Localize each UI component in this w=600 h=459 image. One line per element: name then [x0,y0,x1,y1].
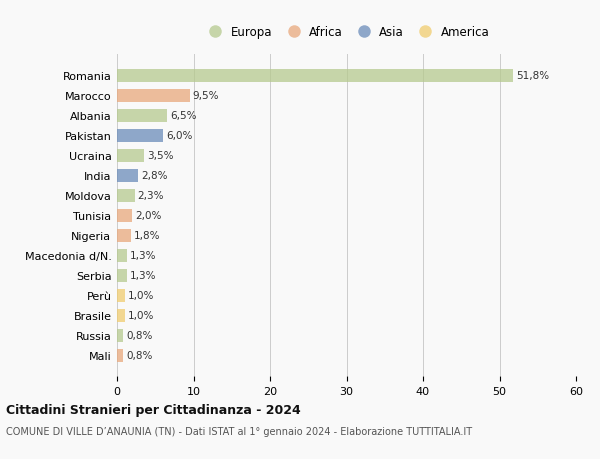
Bar [117,150,144,162]
Bar [117,349,123,362]
Bar [117,169,139,182]
Bar [117,329,123,342]
Text: 1,3%: 1,3% [130,251,157,261]
Text: 1,8%: 1,8% [134,231,160,241]
Text: 2,3%: 2,3% [137,191,164,201]
Text: 1,3%: 1,3% [130,270,157,280]
Text: 0,8%: 0,8% [126,350,152,360]
Bar [117,249,127,262]
Bar [117,70,513,83]
Bar [117,189,134,202]
Bar [117,110,167,123]
Bar [117,90,190,102]
Text: 3,5%: 3,5% [147,151,173,161]
Legend: Europa, Africa, Asia, America: Europa, Africa, Asia, America [200,22,493,42]
Text: COMUNE DI VILLE D’ANAUNIA (TN) - Dati ISTAT al 1° gennaio 2024 - Elaborazione TU: COMUNE DI VILLE D’ANAUNIA (TN) - Dati IS… [6,426,472,436]
Text: 9,5%: 9,5% [193,91,219,101]
Bar [117,209,133,222]
Text: Cittadini Stranieri per Cittadinanza - 2024: Cittadini Stranieri per Cittadinanza - 2… [6,403,301,416]
Bar [117,229,131,242]
Text: 6,0%: 6,0% [166,131,193,141]
Bar [117,309,125,322]
Bar [117,129,163,142]
Text: 51,8%: 51,8% [517,71,550,81]
Text: 1,0%: 1,0% [128,310,154,320]
Bar [117,289,125,302]
Text: 6,5%: 6,5% [170,111,196,121]
Bar [117,269,127,282]
Text: 2,8%: 2,8% [142,171,168,181]
Text: 0,8%: 0,8% [126,330,152,340]
Text: 1,0%: 1,0% [128,291,154,301]
Text: 2,0%: 2,0% [136,211,162,221]
